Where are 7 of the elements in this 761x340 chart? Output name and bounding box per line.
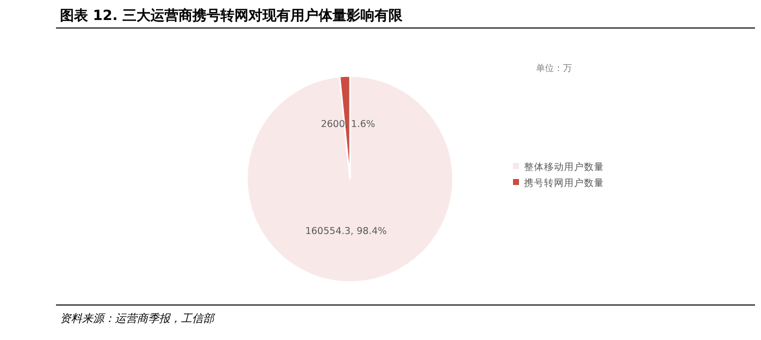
pie-slice: [246, 75, 454, 283]
legend-label: 携号转网用户数量: [524, 177, 604, 189]
chart-title: 图表 12. 三大运营商携号转网对现有用户体量影响有限: [60, 7, 404, 24]
text: 资料来源：运营商季报，工信部: [60, 312, 216, 325]
text: 单位：万: [536, 63, 572, 74]
data-label: 160554.3, 98.4%: [305, 226, 387, 237]
legend-label: 整体移动用户数量: [524, 161, 604, 173]
